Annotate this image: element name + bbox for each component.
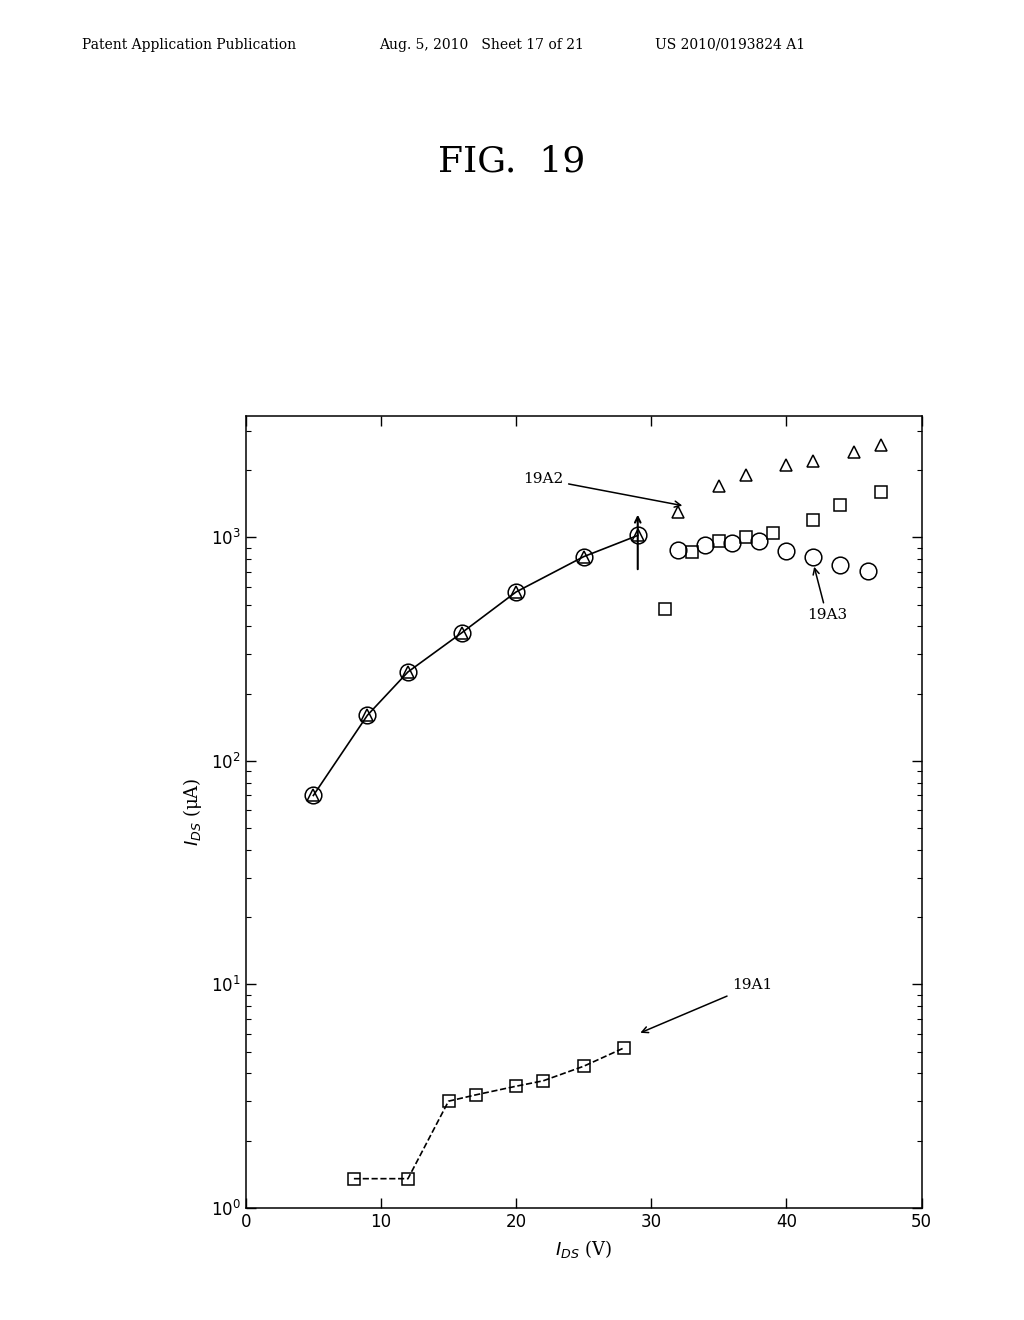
Text: US 2010/0193824 A1: US 2010/0193824 A1	[655, 38, 806, 51]
X-axis label: $I_{DS}$ (V): $I_{DS}$ (V)	[555, 1238, 612, 1259]
Text: 19A2: 19A2	[523, 473, 681, 507]
Text: Aug. 5, 2010   Sheet 17 of 21: Aug. 5, 2010 Sheet 17 of 21	[379, 38, 584, 51]
Text: Patent Application Publication: Patent Application Publication	[82, 38, 296, 51]
Text: 19A3: 19A3	[807, 569, 847, 622]
Text: 19A1: 19A1	[642, 978, 773, 1032]
Y-axis label: $I_{DS}$ (μA): $I_{DS}$ (μA)	[181, 777, 204, 846]
Text: FIG.  19: FIG. 19	[438, 145, 586, 178]
